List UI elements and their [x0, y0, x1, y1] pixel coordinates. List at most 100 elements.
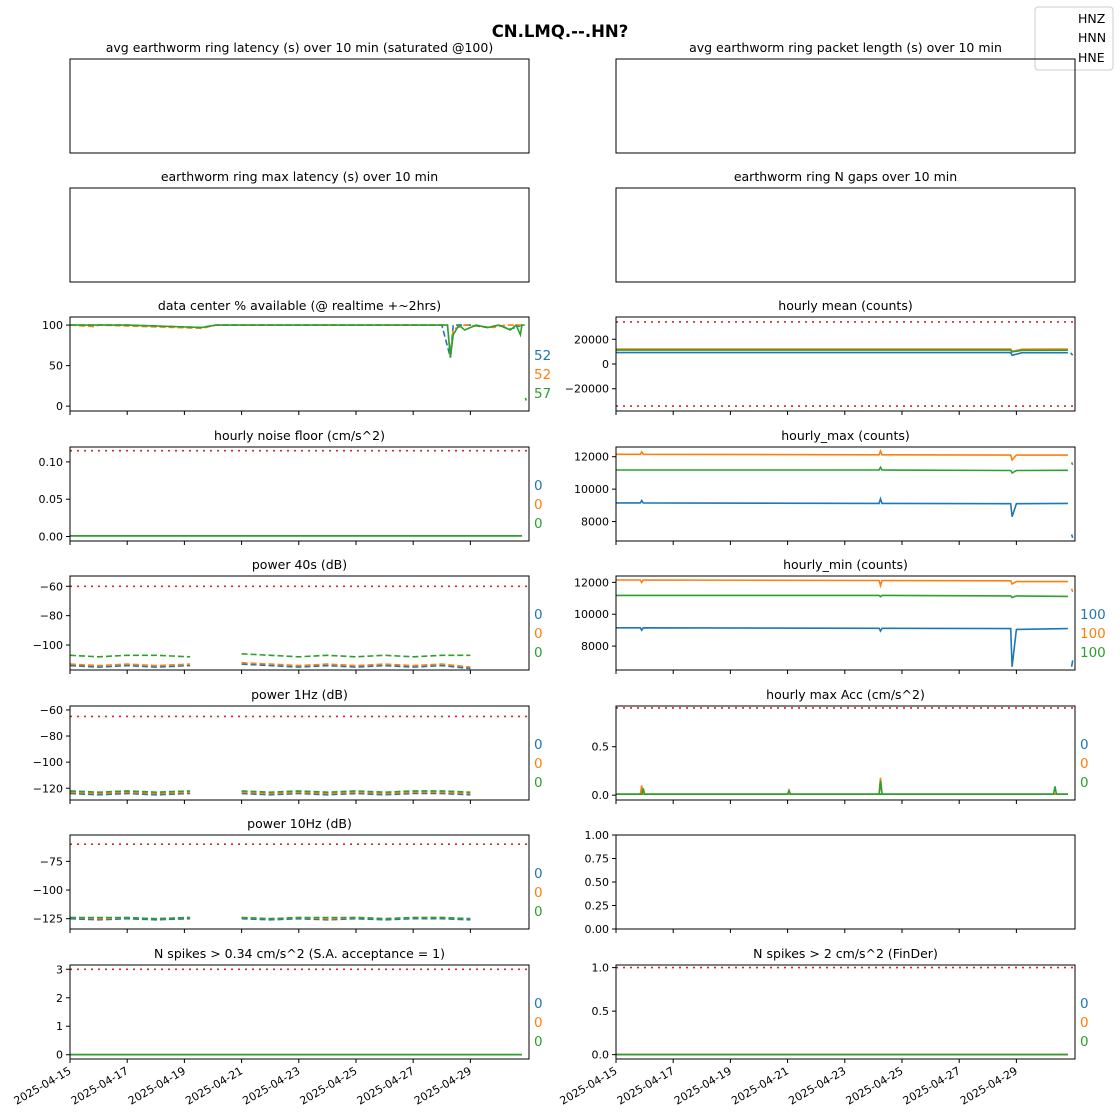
y-tick-label: 0.0 [592, 789, 610, 802]
axes-frame [615, 58, 1076, 154]
y-tick-label: −60 [40, 704, 63, 717]
side-value-hnz: 0 [534, 866, 543, 882]
subplot-packet_length: avg earthworm ring packet length (s) ove… [615, 40, 1076, 154]
legend: HNZ HNN HNE [1034, 6, 1114, 71]
side-value-hne: 57 [534, 386, 551, 402]
y-tick-label: −125 [33, 913, 63, 926]
y-tick-label: −60 [40, 580, 63, 593]
subplot-title: earthworm ring max latency (s) over 10 m… [161, 169, 438, 184]
subplot-hourly_mean: hourly mean (counts) −20000 0 20000 [565, 298, 1076, 415]
side-value-hnz: 0 [534, 478, 543, 494]
subplot-title: N spikes > 0.34 cm/s^2 (S.A. acceptance … [154, 946, 445, 961]
y-tick-label: 2 [56, 992, 63, 1005]
subplot-hourly_max: hourly_max (counts) 8000 10000 12000 [574, 428, 1076, 545]
y-tick-label: −80 [40, 610, 63, 623]
y-tick-label: 12000 [574, 576, 609, 589]
series-line-hnz [70, 663, 471, 670]
axes-frame [615, 964, 1076, 1060]
y-tick-label: 0.00 [39, 531, 64, 544]
subplot-max_acc: hourly max Acc (cm/s^2) 0.0 0.5 0 0 0 [592, 687, 1089, 804]
side-value-hnn: 0 [534, 497, 543, 513]
subplot-title: avg earthworm ring latency (s) over 10 m… [106, 40, 493, 55]
axes-frame [69, 58, 530, 154]
subplot-power_1hz: power 1Hz (dB) −120 −100 −80 −60 0 0 0 [33, 687, 543, 804]
series-line-hne [70, 653, 471, 658]
series-tail-hnz [1070, 660, 1074, 667]
axes-frame [69, 834, 530, 930]
series-tail-hnn [1070, 588, 1074, 593]
plot-area [616, 348, 1074, 357]
y-tick-label: 10000 [574, 608, 609, 621]
legend-frame [1034, 6, 1114, 71]
y-tick-label: 0.75 [585, 853, 610, 866]
side-value-hne: 0 [534, 516, 543, 532]
y-tick-label: 0.50 [585, 876, 610, 889]
axes-frame [615, 187, 1076, 283]
axes-frame [615, 834, 1076, 930]
axes-frame [69, 316, 530, 412]
subplot-ring_latency: avg earthworm ring latency (s) over 10 m… [69, 40, 530, 154]
subplot-title: hourly max Acc (cm/s^2) [766, 687, 925, 702]
series-line-hnz [70, 792, 471, 796]
y-tick-label: 1.0 [592, 962, 610, 975]
y-tick-label: 8000 [581, 516, 609, 529]
series-line-hnz [616, 496, 1068, 517]
plot-area [70, 916, 471, 921]
series-tail-hne [524, 397, 528, 401]
y-tick-label: 0 [56, 1049, 63, 1062]
y-tick-label: −100 [33, 756, 63, 769]
plot-area [616, 448, 1074, 539]
plot-area [70, 653, 471, 670]
series-tail-hne [1070, 462, 1074, 466]
y-tick-label: 0.10 [39, 456, 64, 469]
y-tick-label: 20000 [574, 333, 609, 346]
y-tick-label: −120 [33, 782, 63, 795]
y-tick-label: 100 [42, 319, 63, 332]
y-tick-label: 0.00 [585, 923, 610, 936]
side-value-hne: 0 [534, 775, 543, 791]
subplot-n_gaps: earthworm ring N gaps over 10 min [615, 169, 1076, 283]
subplot-power_40s: power 40s (dB) −100 −80 −60 0 0 0 [33, 557, 543, 674]
plot-area [616, 579, 1074, 667]
y-tick-label: 1.00 [585, 829, 610, 842]
series-line-hnn [70, 661, 471, 668]
axes-frame [69, 575, 530, 671]
series-line-hne [616, 465, 1068, 474]
series-line-hne [616, 594, 1068, 599]
series-line-hnz [616, 626, 1068, 667]
axes-frame [69, 705, 530, 801]
subplot-blank_axes: 0.00 0.25 0.50 0.75 1.00 [585, 829, 1076, 936]
subplot-title: power 1Hz (dB) [251, 687, 348, 702]
y-tick-label: 8000 [581, 640, 609, 653]
subplot-title: hourly_max (counts) [781, 428, 910, 443]
y-tick-label: −20000 [565, 383, 609, 396]
subplot-title: hourly noise floor (cm/s^2) [214, 428, 385, 443]
y-tick-label: 0.0 [592, 1049, 610, 1062]
series-tail-hnz [1070, 534, 1074, 539]
side-value-hne: 0 [534, 645, 543, 661]
y-tick-label: 0.05 [39, 493, 64, 506]
side-value-hnz: 0 [534, 737, 543, 753]
subplot-title: avg earthworm ring packet length (s) ove… [689, 40, 1002, 55]
subplot-title: power 10Hz (dB) [247, 816, 352, 831]
side-value-hne: 100 [1080, 645, 1106, 661]
axes-frame [615, 446, 1076, 542]
plot-area [616, 777, 1068, 795]
axes-frame [69, 446, 530, 542]
y-tick-label: 0.5 [592, 741, 610, 754]
plot-area [70, 790, 471, 796]
side-value-hnn: 0 [534, 1015, 543, 1031]
axes-frame [615, 705, 1076, 801]
plot-area [70, 323, 528, 401]
y-tick-label: 50 [49, 360, 63, 373]
series-line-hnn [70, 791, 471, 795]
y-tick-label: −100 [33, 639, 63, 652]
side-value-hne: 0 [534, 904, 543, 920]
series-line-hne [70, 916, 471, 920]
side-value-hne: 0 [534, 1034, 543, 1050]
side-value-hnz: 100 [1080, 607, 1106, 623]
side-value-hne: 0 [1080, 1034, 1089, 1050]
subplot-availability: data center % available (@ realtime +~2h… [42, 298, 551, 415]
